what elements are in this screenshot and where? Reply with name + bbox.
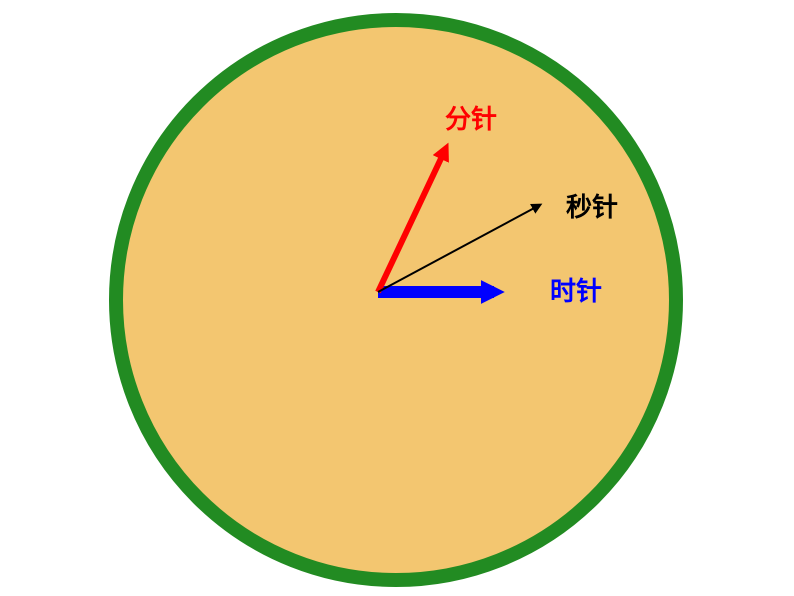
hour-hand-label: 时针	[550, 277, 602, 306]
second-hand-label: 秒针	[566, 193, 618, 222]
clock-diagram: 时针 分针秒针	[0, 0, 794, 596]
minute-hand-label: 分针	[445, 105, 497, 134]
